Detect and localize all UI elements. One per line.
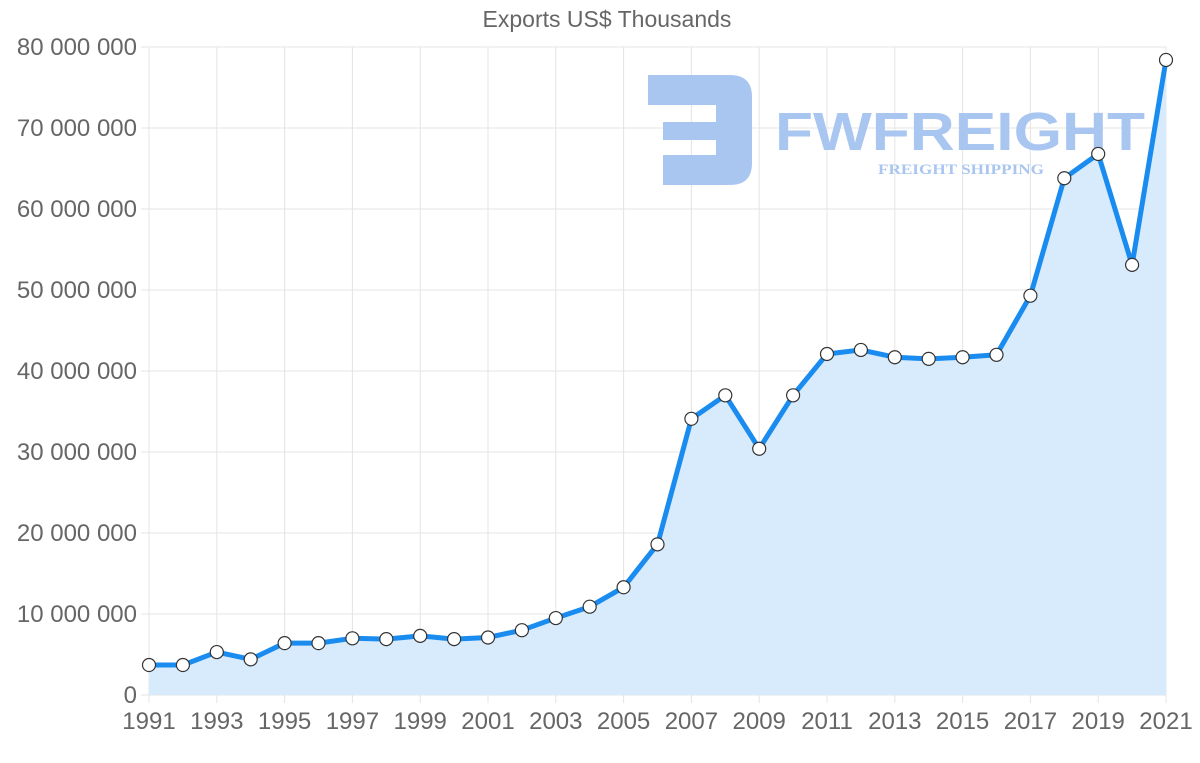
data-point-2002 [514,623,530,638]
data-point-2006 [650,537,665,552]
data-point-2015 [955,350,970,365]
data-point-2004 [582,599,597,614]
data-point-2019 [1091,146,1106,162]
data-point-1998 [379,632,394,647]
fwfreight-watermark: FWFREIGHT FREIGHT SHIPPING [648,75,1145,185]
data-point-1994 [243,652,258,667]
data-point-2011 [819,346,835,362]
data-point-2017 [1023,288,1038,303]
data-point-2016 [989,347,1004,362]
y-tick-label: 30 000 000 [17,439,137,466]
x-tick-label: 2011 [801,708,853,735]
x-tick-label: 1997 [326,708,379,735]
data-point-2007 [684,411,699,426]
y-tick-label: 10 000 000 [17,601,137,628]
data-point-2010 [785,388,801,403]
x-tick-label: 2001 [461,708,514,735]
x-tick-label: 2007 [665,708,718,735]
data-point-2021 [1158,52,1174,68]
data-point-1993 [209,644,224,660]
fwfreight-logo-icon [648,75,752,185]
data-point-2018 [1057,171,1072,186]
data-point-2009 [752,441,767,456]
data-point-2013 [887,350,902,365]
data-point-2020 [1124,257,1140,272]
x-tick-label: 2015 [936,708,989,735]
data-point-1996 [311,636,326,651]
x-tick-label: 2017 [1004,708,1057,735]
y-tick-label: 70 000 000 [17,115,137,142]
data-point-2003 [548,610,563,626]
x-tick-label: 2003 [529,708,582,735]
area-fill [149,59,1166,695]
chart-title: Exports US$ Thousands [482,6,732,32]
watermark-brand: FWFREIGHT [775,102,1145,162]
x-tick-label: 2005 [597,708,650,735]
x-tick-label: 1991 [122,708,175,735]
data-point-1995 [277,636,292,651]
y-axis: 0 10 000 000 20 000 000 30 000 000 40 000 00… [17,34,137,709]
data-point-2012 [853,342,869,358]
data-point-2001 [480,630,496,645]
y-tick-label: 40 000 000 [17,358,137,385]
x-tick-label: 1999 [394,708,447,735]
data-point-2000 [447,632,462,647]
data-point-1999 [413,628,428,643]
data-markers [141,52,1174,673]
y-tick-label: 50 000 000 [17,277,137,304]
data-point-2008 [718,388,733,403]
y-tick-label: 80 000 000 [17,34,137,61]
watermark-tagline: FREIGHT SHIPPING [878,162,1044,178]
data-point-1991 [141,657,157,673]
data-point-2014 [921,351,936,366]
y-tick-label: 0 [124,682,137,709]
y-tick-label: 60 000 000 [17,196,137,223]
x-tick-label: 1993 [190,708,243,735]
data-point-1992 [175,657,190,673]
data-point-1997 [345,631,360,646]
data-point-2005 [616,580,631,595]
x-axis: 1991 1993 1995 1997 1999 2001 2003 2005 2007 2009… [122,708,1192,735]
x-tick-label: 2019 [1072,708,1125,735]
x-tick-label: 2009 [733,708,786,735]
x-tick-label: 2013 [868,708,921,735]
x-tick-label: 2021 [1139,708,1192,735]
y-tick-label: 20 000 000 [17,520,137,547]
x-tick-label: 1995 [258,708,311,735]
